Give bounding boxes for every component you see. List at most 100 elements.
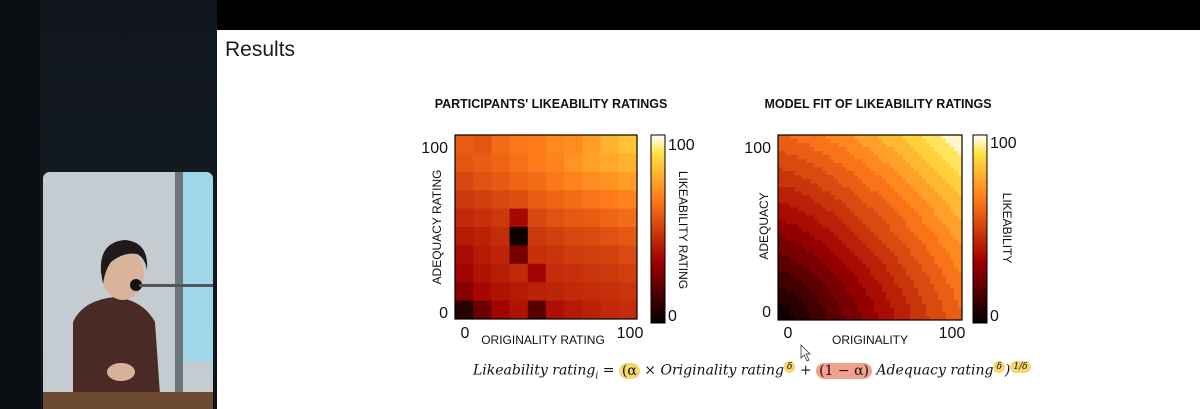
model-cell [950,315,955,321]
model-cell [938,151,943,156]
model-cell [902,255,907,261]
model-cell [778,163,783,168]
model-cell [886,175,891,180]
model-cell [822,239,827,245]
model-cell [914,163,919,168]
model-cell [810,279,815,285]
model-cell [938,223,943,228]
model-cell [874,243,879,249]
model-cell [834,291,839,297]
model-cell [806,219,811,224]
model-cell [858,171,863,176]
model-cell [818,187,823,192]
model-cell [894,143,899,148]
model-cell [834,179,839,184]
heatmap-cell [600,135,620,154]
model-cell [918,179,923,184]
model-cell [954,151,959,156]
model-cell [818,295,823,301]
formula-sub-i: i [595,371,599,382]
heatmap-cell [473,300,492,320]
model-cell [898,299,903,305]
model-cell [930,259,935,265]
model-cell [958,203,963,208]
model-cell [782,231,787,237]
model-cell [822,183,827,188]
model-cell [866,299,871,305]
model-cell [854,287,859,293]
heatmap-cell [564,171,583,191]
model-cell [954,227,959,233]
model-cell [882,151,887,156]
model-cell [794,191,799,196]
model-cell [958,255,963,261]
model-cell [838,251,843,257]
model-cell [934,179,939,184]
model-cell [862,151,867,156]
model-cell [818,223,823,228]
model-cell [874,287,879,293]
model-cell [826,195,831,200]
model-cell [822,255,827,261]
model-cell [798,315,803,321]
model-cell [950,199,955,204]
model-cell [870,287,875,293]
model-cell [894,147,899,152]
model-cell [778,251,783,257]
model-cell [806,143,811,148]
chart2-cbar-label: LIKEABILITY [1000,193,1014,264]
model-cell [870,299,875,305]
model-cell [862,179,867,184]
model-cell [866,139,871,144]
chart2-ylabel: ADEQUACY [757,192,771,259]
model-cell [822,211,827,216]
model-cell [882,291,887,297]
model-cell [838,227,843,233]
model-cell [894,291,899,297]
model-cell [810,255,815,261]
model-cell [902,287,907,293]
model-cell [946,243,951,249]
model-cell [838,139,843,144]
model-cell [890,143,895,148]
model-cell [934,143,939,148]
model-cell [906,287,911,293]
model-cell [858,311,863,317]
model-cell [926,215,931,220]
model-cell [786,263,791,269]
model-cell [846,179,851,184]
model-cell [874,155,879,160]
model-cell [910,223,915,228]
model-cell [822,199,827,204]
model-cell [842,167,847,172]
model-cell [910,263,915,269]
model-cell [906,223,911,228]
model-cell [798,287,803,293]
model-cell [854,267,859,273]
heatmap-cell [618,263,638,283]
model-cell [798,195,803,200]
model-cell [854,191,859,196]
model-cell [814,187,819,192]
model-cell [934,147,939,152]
model-cell [838,207,843,212]
model-cell [862,203,867,208]
model-cell [786,279,791,285]
model-cell [794,251,799,257]
model-cell [870,295,875,301]
model-cell [794,183,799,188]
model-cell [778,159,783,164]
model-cell [814,251,819,257]
model-cell [842,231,847,237]
model-cell [810,215,815,220]
model-cell [806,299,811,305]
model-cell [902,303,907,309]
model-cell [782,283,787,289]
model-cell [838,223,843,228]
model-cell [914,139,919,144]
model-cell [954,215,959,220]
model-cell [882,163,887,168]
model-cell [902,171,907,176]
model-cell [942,267,947,273]
model-cell [930,171,935,176]
